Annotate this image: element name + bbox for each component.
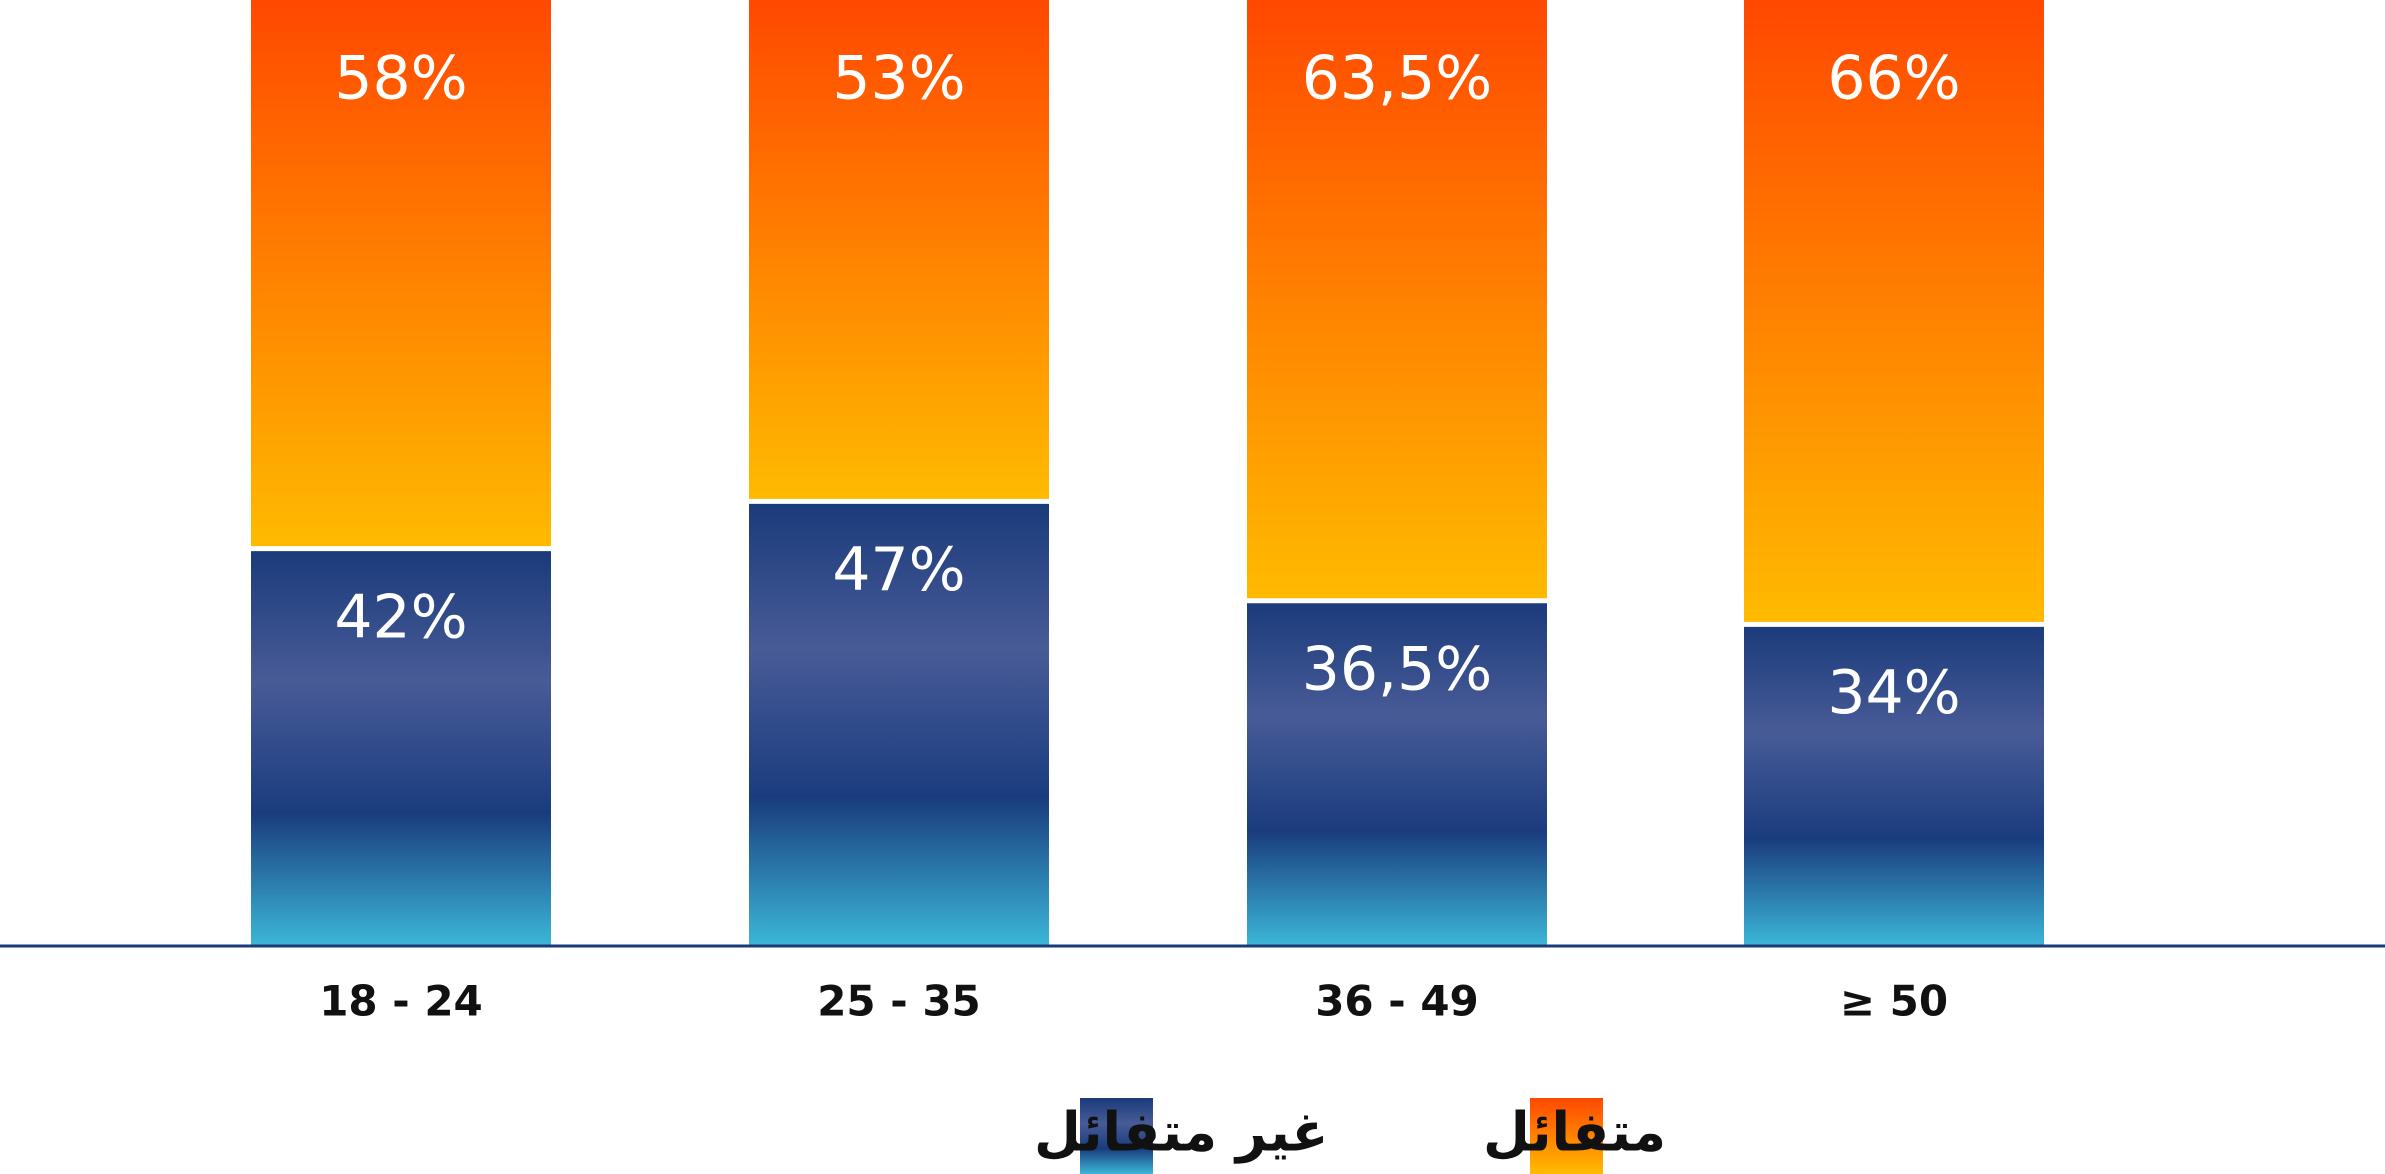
bar-segment — [1247, 600, 1547, 946]
x-tick-label: 25 - 35 — [817, 977, 981, 1026]
value-label: 36,5% — [1302, 634, 1493, 704]
bar-segment — [251, 548, 551, 946]
value-label: 63,5% — [1302, 44, 1493, 114]
legend-label: غير متفائل — [1034, 1101, 1328, 1164]
legend-swatch — [1080, 1098, 1153, 1174]
x-tick-label: ≥ 50 — [1840, 977, 1948, 1026]
bar-segment — [1744, 624, 2044, 946]
x-tick-label: 18 - 24 — [319, 977, 483, 1026]
bar-segment — [1247, 0, 1547, 601]
value-label: 58% — [334, 44, 467, 114]
value-label: 53% — [832, 44, 965, 114]
value-label: 66% — [1827, 44, 1960, 114]
bar-segment — [749, 501, 1049, 946]
value-label: 47% — [832, 535, 965, 605]
bar-segment — [749, 0, 1049, 502]
bar-segment — [251, 0, 551, 549]
value-label: 34% — [1827, 658, 1960, 728]
legend-label: متفائل — [1483, 1101, 1666, 1164]
bar-segment — [1744, 0, 2044, 625]
x-tick-label: 36 - 49 — [1315, 977, 1479, 1026]
value-label: 42% — [334, 582, 467, 652]
legend-swatch — [1530, 1098, 1603, 1174]
